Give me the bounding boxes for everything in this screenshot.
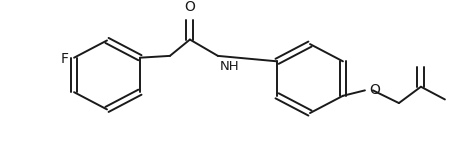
Text: O: O bbox=[184, 0, 195, 14]
Text: F: F bbox=[61, 52, 69, 66]
Text: O: O bbox=[369, 83, 380, 97]
Text: NH: NH bbox=[220, 60, 240, 73]
